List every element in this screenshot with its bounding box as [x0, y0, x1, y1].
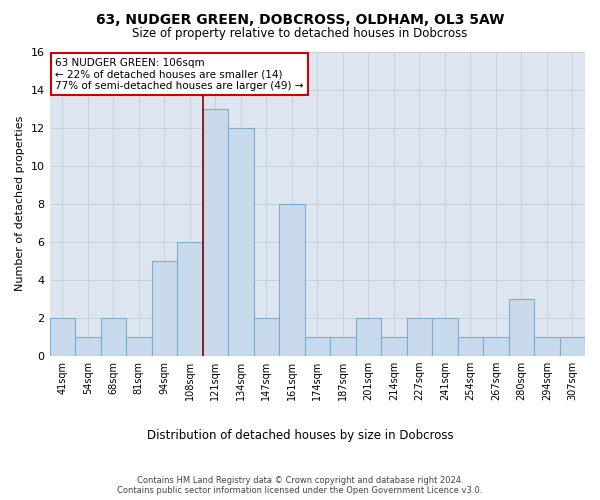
Bar: [305, 336, 330, 355]
Bar: [534, 336, 560, 355]
Text: Distribution of detached houses by size in Dobcross: Distribution of detached houses by size …: [146, 430, 454, 442]
Bar: [458, 336, 483, 355]
Bar: [152, 260, 177, 356]
Bar: [356, 318, 381, 356]
Bar: [560, 336, 585, 355]
Y-axis label: Number of detached properties: Number of detached properties: [15, 116, 25, 292]
Bar: [330, 336, 356, 355]
Bar: [75, 336, 101, 355]
Bar: [254, 318, 279, 356]
Bar: [203, 108, 228, 356]
Text: Size of property relative to detached houses in Dobcross: Size of property relative to detached ho…: [133, 28, 467, 40]
Text: Contains HM Land Registry data © Crown copyright and database right 2024.
Contai: Contains HM Land Registry data © Crown c…: [118, 476, 482, 495]
Bar: [228, 128, 254, 356]
Bar: [381, 336, 407, 355]
Bar: [509, 298, 534, 356]
Bar: [432, 318, 458, 356]
Bar: [407, 318, 432, 356]
Bar: [177, 242, 203, 356]
Bar: [50, 318, 75, 356]
Bar: [483, 336, 509, 355]
Text: 63, NUDGER GREEN, DOBCROSS, OLDHAM, OL3 5AW: 63, NUDGER GREEN, DOBCROSS, OLDHAM, OL3 …: [96, 12, 504, 26]
Bar: [126, 336, 152, 355]
Bar: [279, 204, 305, 356]
Text: 63 NUDGER GREEN: 106sqm
← 22% of detached houses are smaller (14)
77% of semi-de: 63 NUDGER GREEN: 106sqm ← 22% of detache…: [55, 58, 304, 91]
Bar: [101, 318, 126, 356]
